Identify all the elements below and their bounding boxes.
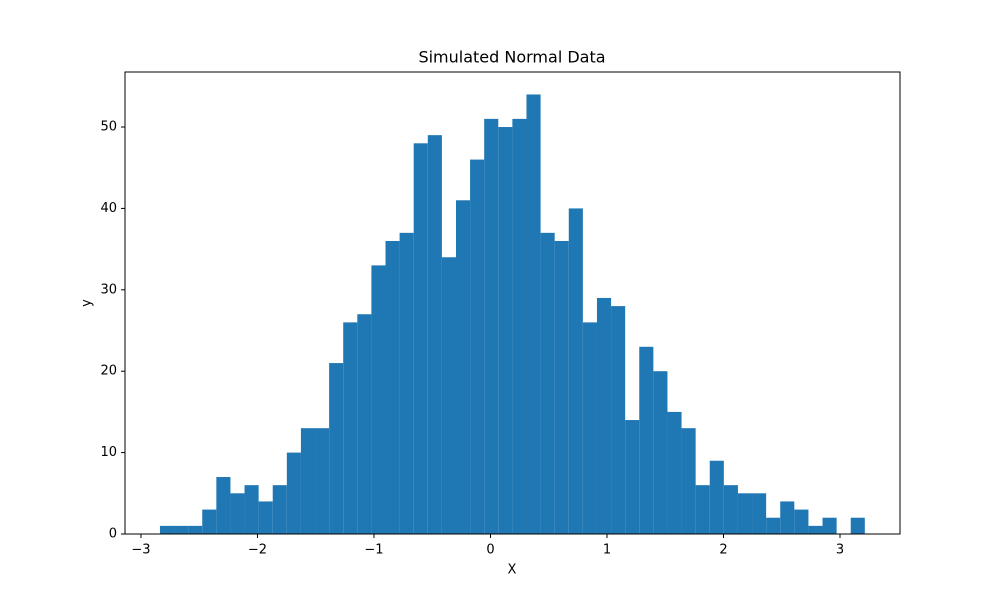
bar xyxy=(202,509,217,534)
y-axis-label: y xyxy=(80,299,95,307)
x-tick-label: 1 xyxy=(603,543,611,558)
y-tick-label: 10 xyxy=(100,445,117,460)
y-tick-label: 20 xyxy=(100,364,117,379)
bar xyxy=(399,232,414,534)
bar xyxy=(329,363,344,534)
bar xyxy=(709,460,724,534)
chart-title: Simulated Normal Data xyxy=(418,48,605,67)
bar xyxy=(385,240,400,534)
bar xyxy=(371,265,386,534)
bar xyxy=(822,517,837,534)
bar xyxy=(526,94,541,534)
bar xyxy=(752,493,767,534)
bar xyxy=(300,428,316,534)
bar xyxy=(681,428,696,534)
bar xyxy=(174,525,189,534)
bar xyxy=(554,240,569,534)
bar xyxy=(244,485,259,534)
bar xyxy=(455,200,471,535)
x-tick-label: 3 xyxy=(836,543,844,558)
bar xyxy=(343,322,358,534)
bar xyxy=(357,314,372,534)
x-tick-label: 0 xyxy=(486,543,494,558)
bar xyxy=(413,143,428,535)
bar xyxy=(315,428,330,534)
bar xyxy=(582,322,597,534)
x-axis-label: X xyxy=(508,563,517,578)
y-tick-label: 30 xyxy=(100,282,117,297)
bar xyxy=(596,297,612,534)
y-tick-label: 50 xyxy=(100,120,117,135)
bar xyxy=(258,501,273,534)
bar xyxy=(230,493,245,534)
bar xyxy=(427,135,442,535)
bar xyxy=(625,420,640,534)
bar xyxy=(766,517,781,534)
bar xyxy=(159,525,175,534)
bar xyxy=(441,257,456,534)
bar xyxy=(484,118,499,534)
bar xyxy=(568,208,583,534)
x-tick-label: −3 xyxy=(131,543,150,558)
bar xyxy=(667,411,682,534)
bar xyxy=(470,159,485,534)
bar xyxy=(794,509,809,534)
bar xyxy=(653,371,668,534)
x-tick-label: 2 xyxy=(719,543,727,558)
y-tick-label: 40 xyxy=(100,201,117,216)
bar xyxy=(850,517,865,534)
bar xyxy=(216,477,231,534)
bar xyxy=(780,501,795,534)
bar xyxy=(188,525,203,534)
bar xyxy=(272,485,287,534)
x-tick-label: −1 xyxy=(364,543,383,558)
bar xyxy=(611,306,626,534)
x-tick-label: −2 xyxy=(248,543,267,558)
bar xyxy=(512,118,527,534)
bar xyxy=(286,452,301,534)
bar xyxy=(695,485,710,534)
axes-frame xyxy=(124,71,901,535)
bar xyxy=(723,485,738,534)
bar xyxy=(498,127,513,534)
bar xyxy=(808,525,823,534)
bar xyxy=(540,232,555,534)
y-tick-label: 0 xyxy=(109,527,117,542)
bar xyxy=(737,493,753,534)
bar xyxy=(639,346,654,534)
